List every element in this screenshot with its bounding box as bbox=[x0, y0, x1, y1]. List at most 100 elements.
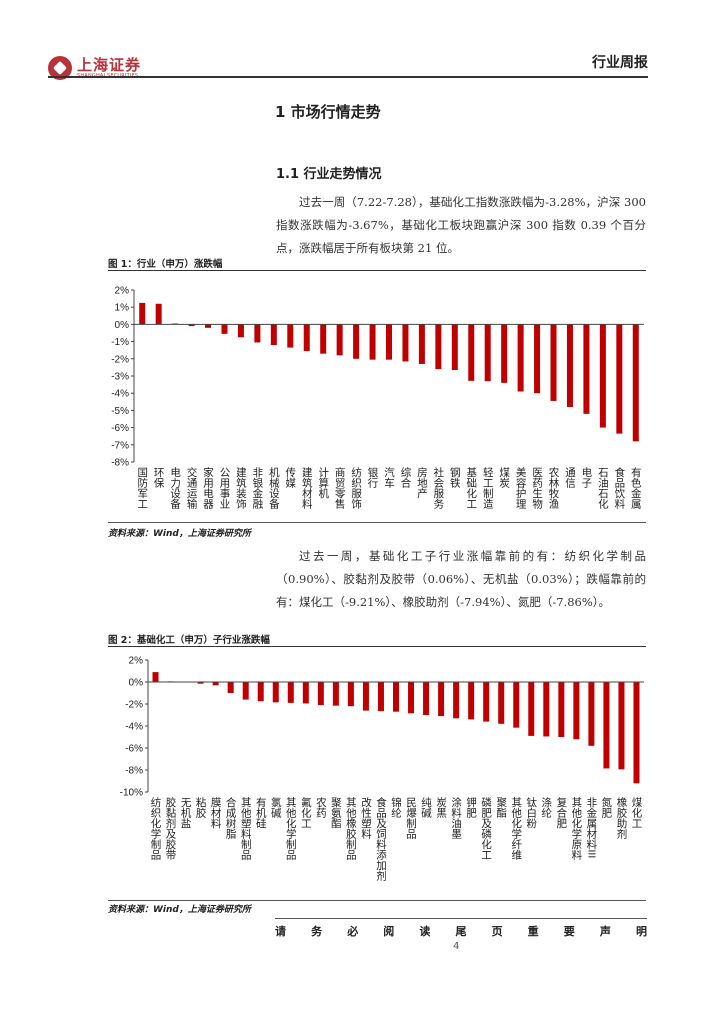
figure1-chart: 2% 1% 0% -1% -2% -3% -4% -5% -6% -7% -8% 国防军工 环保 电力设备… bbox=[111, 286, 644, 510]
x-category-label: 石油石化 bbox=[597, 467, 609, 510]
bar bbox=[393, 682, 399, 712]
x-category-label: 有色金属 bbox=[630, 466, 642, 510]
x-category-label: 粘胶 bbox=[195, 796, 207, 819]
x-category-label: 纯碱 bbox=[420, 796, 432, 819]
x-category-label: 商贸零售 bbox=[334, 466, 346, 510]
bar bbox=[616, 324, 623, 434]
y-tick-label: -2% bbox=[111, 354, 129, 365]
x-category-label: 无机盐 bbox=[180, 797, 192, 829]
bar bbox=[188, 324, 195, 327]
footer-divider bbox=[275, 918, 647, 919]
bar bbox=[237, 324, 244, 338]
figure1-bottom-rule bbox=[108, 522, 646, 523]
x-category-label: 建筑装饰 bbox=[235, 466, 247, 510]
bar bbox=[287, 324, 294, 348]
bar bbox=[517, 324, 524, 392]
bar bbox=[242, 682, 249, 700]
bar bbox=[528, 682, 535, 736]
disclaimer-char: 要 bbox=[563, 925, 575, 938]
bar bbox=[317, 682, 324, 706]
x-category-label: 医药生物 bbox=[531, 467, 543, 510]
bar bbox=[484, 324, 491, 382]
x-category-label: 炭黑 bbox=[435, 797, 447, 819]
bar bbox=[566, 324, 573, 407]
y-tick-label: 2% bbox=[129, 656, 144, 667]
bar bbox=[347, 682, 354, 707]
bar bbox=[272, 682, 279, 703]
x-category-label: 基础化工 bbox=[465, 466, 477, 509]
figure2-top-rule bbox=[108, 646, 646, 647]
x-category-label: 其他化学制品 bbox=[285, 797, 297, 861]
bar bbox=[498, 682, 505, 724]
bar bbox=[287, 682, 294, 703]
bar bbox=[386, 324, 392, 360]
bar bbox=[483, 682, 490, 722]
x-category-label: 美容护理 bbox=[515, 466, 527, 509]
x-category-label: 煤炭 bbox=[498, 466, 510, 489]
bar bbox=[453, 682, 460, 719]
x-category-label: 氯碱 bbox=[270, 796, 282, 819]
x-category-label: 氮肥 bbox=[600, 796, 612, 819]
logo-name-en: SHANGHAI SECURITIES bbox=[77, 72, 139, 79]
x-category-label: 其他化学纤维 bbox=[510, 797, 522, 860]
x-category-label: 钾肥 bbox=[465, 796, 477, 819]
disclaimer-char: 声 bbox=[599, 925, 611, 938]
logo-name: 上海证券 bbox=[77, 55, 142, 74]
x-category-label: 聚酯 bbox=[495, 797, 507, 818]
paragraph-market-summary: 过去一周（7.22-7.28），基础化工指数涨跌幅为-3.28%，沪深 300 … bbox=[276, 195, 646, 255]
disclaimer-char: 读 bbox=[419, 925, 431, 938]
bar bbox=[139, 302, 146, 325]
x-category-label: 银行 bbox=[367, 466, 379, 489]
x-category-label: 农林牧渔 bbox=[548, 466, 560, 510]
x-category-label: 民爆制品 bbox=[405, 797, 417, 840]
x-category-label: 钢铁 bbox=[449, 466, 461, 489]
y-tick-label: -4% bbox=[125, 722, 143, 733]
bar bbox=[451, 324, 458, 370]
x-category-label: 电子 bbox=[580, 466, 592, 488]
bar bbox=[221, 324, 228, 334]
bar bbox=[270, 324, 277, 346]
bar bbox=[320, 324, 327, 354]
x-category-label: 电力设备 bbox=[169, 466, 181, 510]
bar bbox=[543, 682, 550, 737]
x-category-label: 公用事业 bbox=[218, 467, 230, 509]
bar bbox=[618, 682, 625, 770]
y-tick-label: -1% bbox=[111, 337, 129, 348]
y-tick-label: -2% bbox=[125, 700, 143, 711]
bar bbox=[534, 324, 541, 394]
company-logo: 上海证券 SHANGHAI SECURITIES bbox=[48, 56, 141, 80]
figure2-chart: 2% 0% -2% -4% -6% -8% -10% 纺织化学制品 胶黏剂及胶带 无机盐 粘胶 膜材料… bbox=[120, 656, 644, 882]
disclaimer-char: 务 bbox=[311, 925, 323, 938]
figure2-bottom-rule bbox=[108, 900, 646, 901]
bar bbox=[353, 324, 360, 359]
x-category-label: 改性塑料 bbox=[360, 796, 372, 840]
x-category-label: 氟化工 bbox=[300, 796, 312, 828]
x-category-label: 聚氨酯 bbox=[330, 797, 342, 829]
y-tick-label: -8% bbox=[111, 458, 129, 469]
bar bbox=[583, 324, 590, 414]
figure1-top-rule bbox=[108, 270, 646, 271]
bar bbox=[152, 672, 159, 682]
y-tick-label: -5% bbox=[111, 406, 129, 417]
x-category-label: 钛白粉 bbox=[525, 796, 537, 829]
y-tick-label: -6% bbox=[111, 423, 129, 434]
y-tick-label: 1% bbox=[115, 303, 130, 314]
bar bbox=[501, 324, 508, 383]
x-category-label: 交通运输 bbox=[186, 466, 198, 510]
footer-disclaimer: 请务必阅读尾页重要声明 bbox=[275, 923, 647, 939]
bar bbox=[632, 324, 639, 442]
x-category-label: 建筑材料 bbox=[301, 466, 313, 510]
x-category-label: 涂料油墨 bbox=[450, 796, 462, 839]
x-category-label: 社会服务 bbox=[432, 466, 444, 510]
y-tick-label: -7% bbox=[111, 440, 129, 451]
disclaimer-char: 明 bbox=[635, 925, 647, 938]
x-category-label: 胶黏剂及胶带 bbox=[165, 796, 177, 861]
x-category-label: 其他化学原料 bbox=[570, 797, 582, 861]
y-tick-label: 2% bbox=[115, 286, 130, 297]
bar bbox=[513, 682, 520, 728]
paragraph-subindustry-summary: 过去一周，基础化工子行业涨幅靠前的有：纺织化学制品（0.90%）、胶黏剂及胶带（… bbox=[276, 549, 646, 609]
bar bbox=[197, 682, 204, 684]
bar bbox=[254, 324, 261, 343]
x-category-label: 机械设备 bbox=[268, 466, 280, 510]
y-tick-label: -8% bbox=[125, 766, 143, 777]
